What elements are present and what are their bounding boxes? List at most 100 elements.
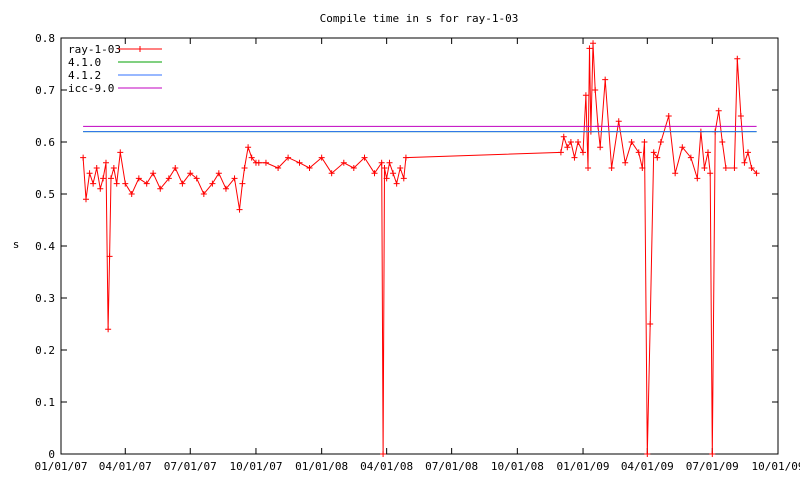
data-point xyxy=(654,154,661,161)
data-point xyxy=(679,144,686,151)
data-point xyxy=(397,165,404,171)
x-tick-label: 07/01/08 xyxy=(425,460,478,473)
y-tick-label: 0.5 xyxy=(35,188,55,201)
data-point xyxy=(122,180,129,187)
data-point xyxy=(328,170,335,177)
data-point xyxy=(748,165,755,171)
data-point xyxy=(215,170,222,177)
plot-frame xyxy=(60,37,779,455)
data-point xyxy=(741,159,748,166)
data-point xyxy=(582,92,589,99)
data-point xyxy=(285,154,292,161)
x-tick-label: 01/01/08 xyxy=(295,460,348,473)
data-point xyxy=(110,165,117,171)
data-point xyxy=(102,159,109,166)
data-point xyxy=(193,175,200,182)
data-point xyxy=(209,180,216,187)
data-point xyxy=(597,144,604,151)
data-point xyxy=(644,451,651,457)
data-point xyxy=(580,149,587,156)
legend-label: ray-1-03 xyxy=(68,43,121,56)
y-tick-label: 0.4 xyxy=(35,240,55,253)
data-point xyxy=(665,113,672,119)
x-tick-label: 04/01/07 xyxy=(99,460,152,473)
data-point xyxy=(557,149,564,156)
data-point xyxy=(275,165,282,171)
data-point xyxy=(239,180,246,187)
data-point xyxy=(608,165,615,171)
data-point xyxy=(187,170,194,177)
data-point xyxy=(262,159,269,166)
data-point xyxy=(731,165,738,171)
data-point xyxy=(715,107,722,114)
data-point xyxy=(615,118,622,125)
data-point xyxy=(402,154,409,161)
x-tick-label: 10/01/08 xyxy=(491,460,544,473)
data-point xyxy=(241,165,248,171)
data-point xyxy=(200,191,207,197)
data-point xyxy=(641,139,648,145)
data-point xyxy=(602,76,609,83)
data-point xyxy=(386,159,393,166)
data-point xyxy=(222,185,229,192)
data-point xyxy=(571,154,578,161)
data-point xyxy=(575,139,582,145)
data-point xyxy=(701,165,708,171)
y-tick-label: 0 xyxy=(48,448,55,461)
series-layer xyxy=(80,40,760,457)
data-point xyxy=(390,170,397,177)
legend-label: 4.1.2 xyxy=(68,69,101,82)
data-point xyxy=(350,165,357,171)
x-tick-label: 10/01/09 xyxy=(752,460,800,473)
y-tick-label: 0.7 xyxy=(35,84,55,97)
data-point xyxy=(622,159,629,166)
data-point xyxy=(306,165,313,171)
x-tick-label: 04/01/09 xyxy=(621,460,674,473)
data-point xyxy=(135,175,142,182)
data-point xyxy=(564,144,571,151)
data-point xyxy=(340,159,347,166)
data-point xyxy=(687,154,694,161)
data-point xyxy=(106,253,113,260)
x-tick-label: 07/01/07 xyxy=(164,460,217,473)
data-point xyxy=(707,170,714,177)
data-point xyxy=(657,139,664,145)
data-point xyxy=(586,45,593,52)
data-point xyxy=(734,55,741,62)
data-point xyxy=(400,175,407,182)
data-point xyxy=(236,206,243,213)
data-point xyxy=(722,165,729,171)
data-point xyxy=(647,321,654,327)
data-point xyxy=(90,180,97,187)
series-line-ray-1-03 xyxy=(82,43,757,455)
data-point xyxy=(650,149,657,156)
data-point xyxy=(93,165,100,171)
data-point xyxy=(107,175,114,182)
data-point xyxy=(737,113,744,119)
x-tick-label: 01/01/09 xyxy=(557,460,610,473)
data-point xyxy=(590,40,597,47)
data-point xyxy=(592,87,599,93)
data-point xyxy=(245,144,252,151)
data-point xyxy=(635,149,642,156)
y-axis: 0 0.1 0.2 0.3 0.4 0.5 0.6 0.7 0.8 xyxy=(35,32,778,461)
data-point xyxy=(672,170,679,177)
data-point xyxy=(117,149,124,156)
data-point xyxy=(719,139,726,145)
data-point xyxy=(361,154,368,161)
data-point xyxy=(628,139,635,145)
y-tick-label: 0.1 xyxy=(35,396,55,409)
y-axis-label: s xyxy=(13,238,20,251)
data-point xyxy=(378,159,385,166)
data-point xyxy=(248,154,255,161)
data-point xyxy=(753,170,760,177)
data-point xyxy=(100,175,107,182)
x-tick-label: 10/01/07 xyxy=(229,460,282,473)
data-point xyxy=(383,175,390,182)
data-point xyxy=(165,175,172,182)
legend-label: icc-9.0 xyxy=(68,82,114,95)
data-point xyxy=(318,154,325,161)
data-point xyxy=(128,191,135,197)
data-point xyxy=(567,139,574,145)
